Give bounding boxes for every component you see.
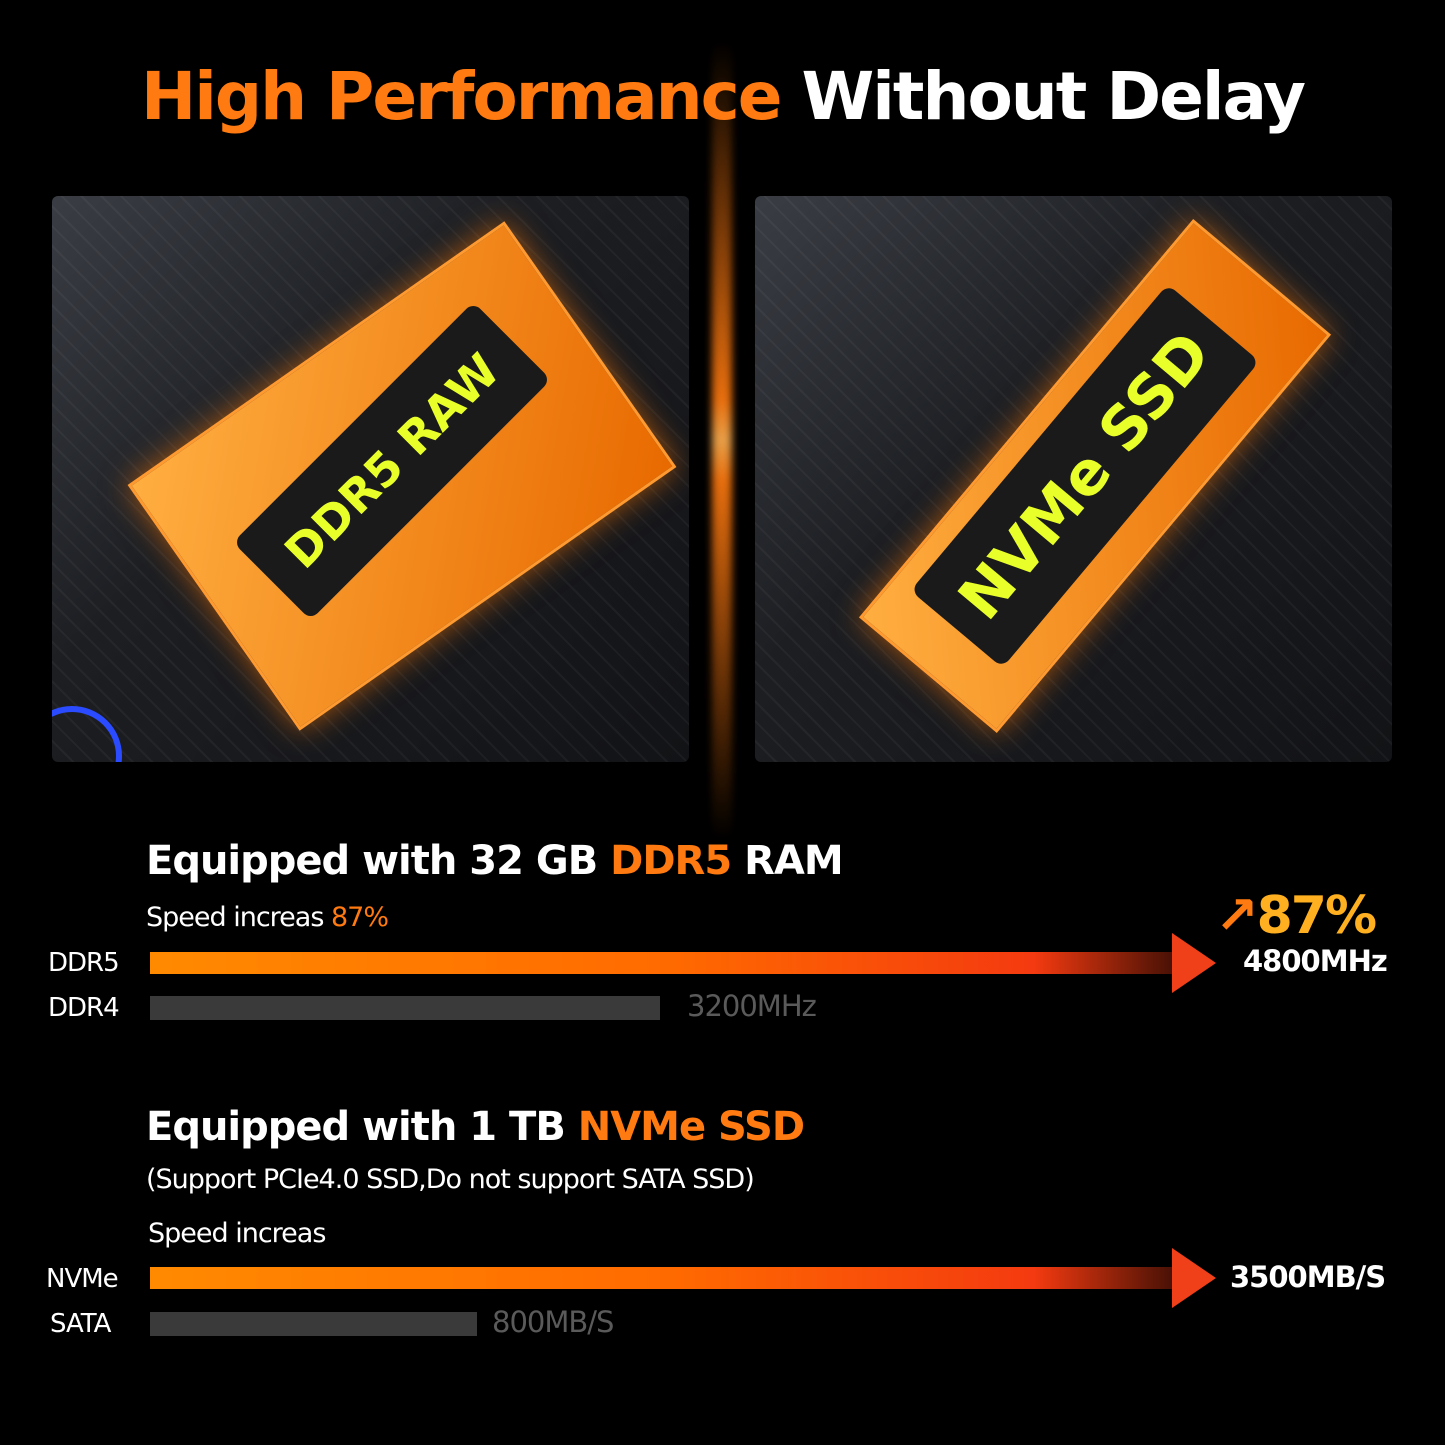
value-nvme: 3500MB/S (1230, 1260, 1386, 1294)
center-glow (712, 40, 732, 840)
bar-label-ddr5: DDR5 (48, 948, 120, 978)
ssd-photo: NVMe SSD (755, 196, 1392, 762)
bar-sata (150, 1312, 477, 1336)
page-title: High Performance Without Delay (0, 58, 1445, 135)
arrowhead-icon (1172, 933, 1216, 993)
bar-ddr5 (150, 952, 1190, 974)
ram-photo: DDR5 RAW (52, 196, 689, 762)
value-ddr4: 3200MHz (687, 989, 817, 1023)
value-ddr5: 4800MHz (1243, 944, 1388, 978)
ssd-heading: Equipped with 1 TB NVMe SSD (146, 1104, 805, 1150)
increase-badge: ↗87% (1215, 886, 1377, 946)
ram-heading: Equipped with 32 GB DDR5 RAM (146, 838, 844, 884)
ssd-speed-text: Speed increas (148, 1218, 326, 1249)
value-sata: 800MB/S (492, 1305, 614, 1339)
ram-speed-text: Speed increas 87% (146, 902, 389, 933)
bar-label-nvme: NVMe (46, 1264, 119, 1294)
ssd-note: (Support PCIe4.0 SSD,Do not support SATA… (146, 1164, 755, 1195)
bar-label-sata: SATA (50, 1309, 111, 1339)
bar-nvme (150, 1267, 1190, 1289)
bar-label-ddr4: DDR4 (48, 993, 120, 1023)
title-highlight: High Performance (140, 58, 783, 135)
bar-ddr4 (150, 996, 660, 1020)
title-rest: Without Delay (801, 58, 1307, 135)
trend-arrow-icon: ↗ (1215, 886, 1259, 946)
arrowhead-icon (1172, 1248, 1216, 1308)
